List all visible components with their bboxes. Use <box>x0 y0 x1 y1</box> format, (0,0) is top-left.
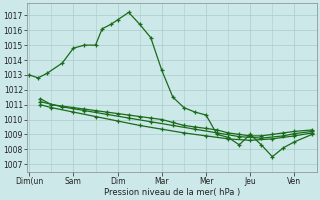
X-axis label: Pression niveau de la mer( hPa ): Pression niveau de la mer( hPa ) <box>104 188 240 197</box>
